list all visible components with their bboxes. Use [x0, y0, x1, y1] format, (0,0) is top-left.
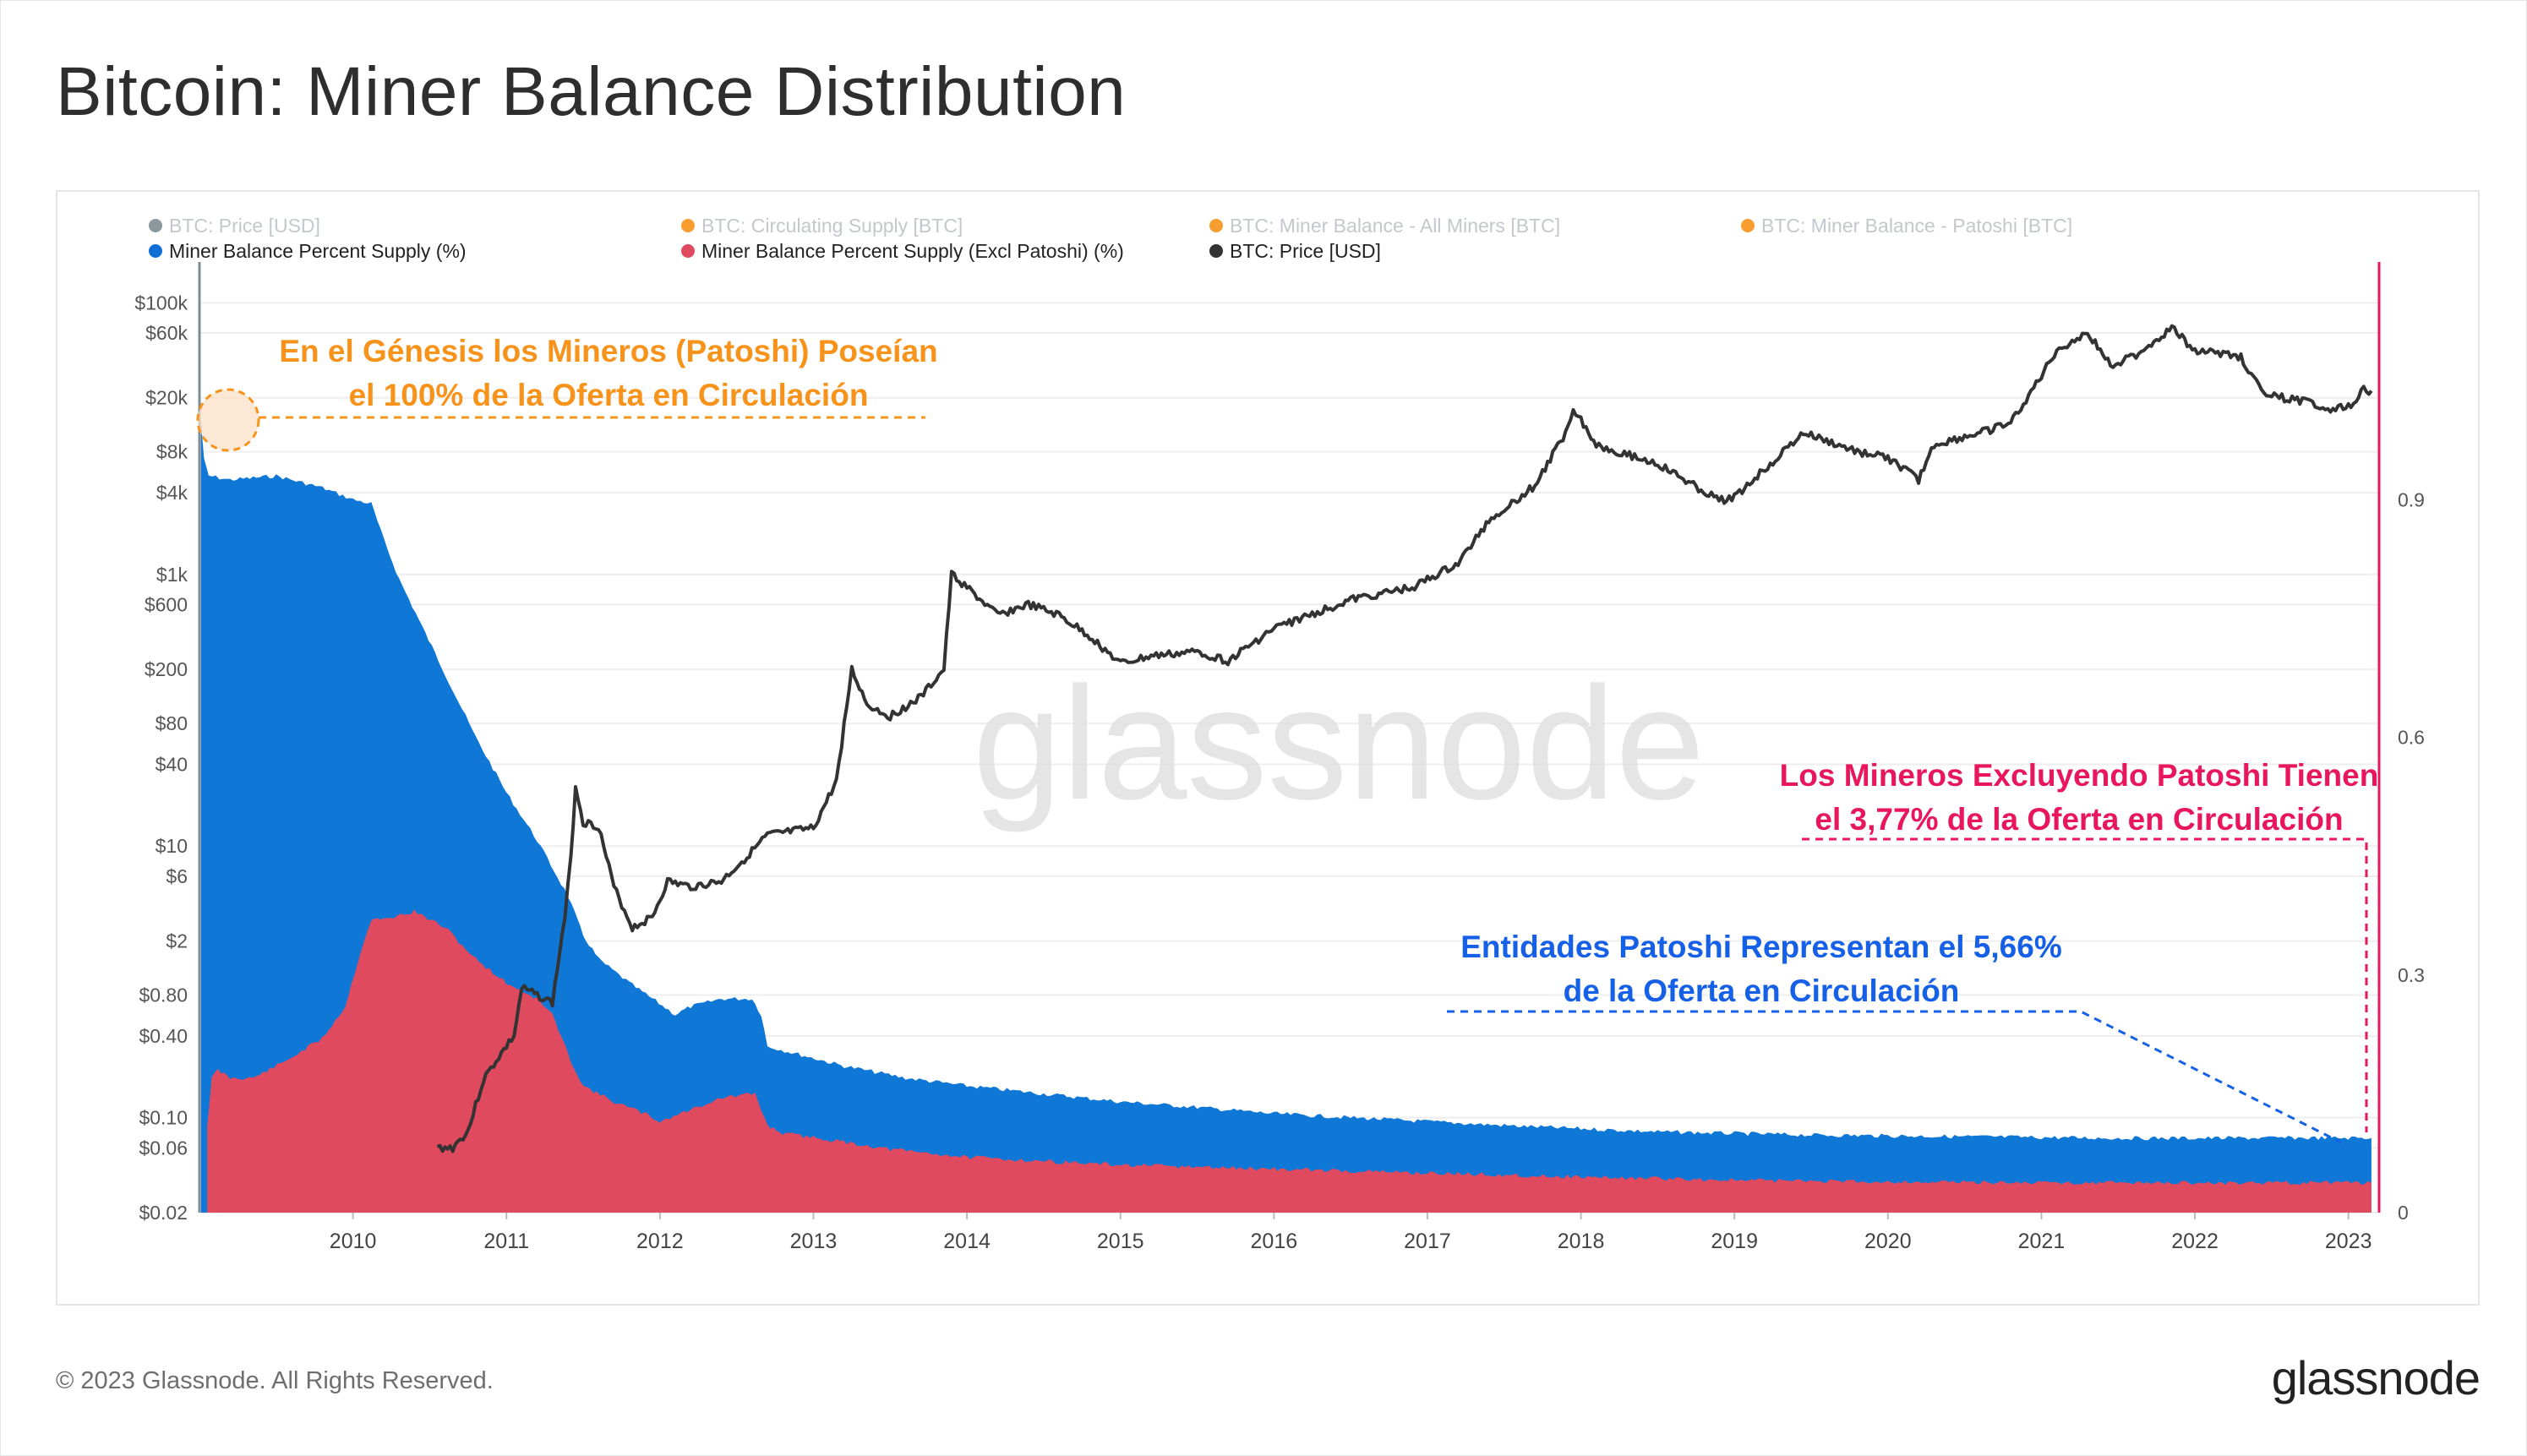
left-tick-label-12: $2 [166, 930, 188, 952]
excl-patoshi-leader-line [1802, 837, 2368, 1132]
left-tick-label-0: $100k [134, 292, 188, 314]
left-tick-label-1: $60k [145, 322, 188, 344]
legend-dot-5 [681, 244, 695, 258]
glassnode-logo: glassnode [2271, 1351, 2481, 1404]
x-tick-label-12: 2022 [2171, 1230, 2219, 1253]
area-miner-balance-excl-patoshi [207, 909, 2371, 1213]
area-layer [200, 420, 2371, 1213]
left-tick-label-14: $0.40 [139, 1025, 188, 1047]
x-tick-label-13: 2023 [2325, 1230, 2372, 1253]
legend-label-4: Miner Balance Percent Supply (%) [169, 240, 467, 262]
patoshi-leader-line [1447, 1010, 2342, 1144]
x-tick-label-9: 2019 [1711, 1230, 1758, 1253]
x-tick-label-11: 2021 [2018, 1230, 2066, 1253]
legend-label-1: BTC: Circulating Supply [BTC] [701, 215, 963, 237]
annotation-excl-patoshi-line-0: Los Mineros Excluyendo Patoshi Tienen [1780, 758, 2379, 793]
left-tick-label-8: $80 [156, 712, 188, 734]
left-tick-label-9: $40 [156, 753, 188, 775]
left-tick-label-13: $0.80 [139, 984, 188, 1006]
x-tick-label-6: 2016 [1251, 1230, 1298, 1253]
left-tick-label-10: $10 [156, 835, 188, 857]
legend-dot-1 [681, 219, 695, 232]
annotation-genesis-line-1: el 100% de la Oferta en Circulación [349, 378, 869, 412]
right-tick-label-3: 0.9 [2398, 488, 2425, 510]
left-tick-label-5: $1k [156, 564, 188, 586]
legend-dot-6 [1209, 244, 1223, 258]
genesis-marker-circle [196, 388, 260, 452]
x-tick-label-4: 2014 [943, 1230, 991, 1253]
left-tick-label-4: $4k [156, 482, 188, 504]
left-tick-label-7: $200 [145, 658, 188, 680]
left-tick-label-3: $8k [156, 441, 188, 463]
annotation-layer: En el Génesis los Mineros (Patoshi) Pose… [196, 334, 2379, 1144]
price-layer [436, 324, 2373, 1153]
legend-label-0: BTC: Price [USD] [169, 215, 320, 237]
watermark-layer: glassnode [973, 654, 1705, 833]
left-tick-label-11: $6 [166, 865, 188, 887]
x-tick-label-8: 2018 [1558, 1230, 1605, 1253]
left-tick-label-6: $600 [145, 593, 188, 615]
annotation-excl-patoshi-line-1: el 3,77% de la Oferta en Circulación [1815, 802, 2343, 837]
right-tick-label-0: 0 [2398, 1202, 2409, 1224]
x-tick-label-1: 2011 [483, 1230, 529, 1253]
right-tick-label-1: 0.3 [2398, 964, 2425, 986]
legend-dot-4 [149, 244, 162, 258]
chart-frame [56, 190, 2480, 1306]
legend-dot-0 [149, 219, 162, 232]
left-tick-label-2: $20k [145, 387, 188, 409]
axis-layer: $100k $60k $20k $8k $4k $1k $600 $200 $80 $40 $10 $… [134, 262, 2425, 1253]
left-tick-label-17: $0.02 [139, 1202, 188, 1224]
area-miner-balance-all [200, 420, 2371, 1213]
x-tick-label-7: 2017 [1404, 1230, 1451, 1253]
legend-label-2: BTC: Miner Balance - All Miners [BTC] [1230, 215, 1560, 237]
footer-copyright: © 2023 Glassnode. All Rights Reserved. [56, 1367, 494, 1394]
annotation-genesis-line-0: En el Génesis los Mineros (Patoshi) Pose… [279, 334, 937, 368]
price-line [436, 324, 2373, 1153]
annotation-patoshi-line-1: de la Oferta en Circulación [1564, 973, 1960, 1008]
legend-layer: BTC: Price [USD] BTC: Circulating Supply … [149, 215, 2072, 262]
watermark: glassnode [973, 654, 1705, 833]
legend-label-6: BTC: Price [USD] [1230, 240, 1381, 262]
legend-label-5: Miner Balance Percent Supply (Excl Patos… [701, 240, 1124, 262]
legend-label-3: BTC: Miner Balance - Patoshi [BTC] [1761, 215, 2072, 237]
x-tick-label-5: 2015 [1097, 1230, 1144, 1253]
x-tick-label-0: 2010 [330, 1230, 377, 1253]
legend-dot-2 [1209, 219, 1223, 232]
right-tick-label-2: 0.6 [2398, 727, 2425, 749]
page-title: Bitcoin: Miner Balance Distribution [56, 53, 1127, 130]
legend-dot-3 [1741, 219, 1755, 232]
x-tick-label-2: 2012 [636, 1230, 684, 1253]
annotation-patoshi-line-0: Entidades Patoshi Representan el 5,66% [1460, 930, 2061, 964]
x-tick-label-10: 2020 [1864, 1230, 1912, 1253]
left-tick-label-15: $0.10 [139, 1107, 188, 1129]
x-tick-label-3: 2013 [790, 1230, 838, 1253]
left-tick-label-16: $0.06 [139, 1137, 188, 1159]
